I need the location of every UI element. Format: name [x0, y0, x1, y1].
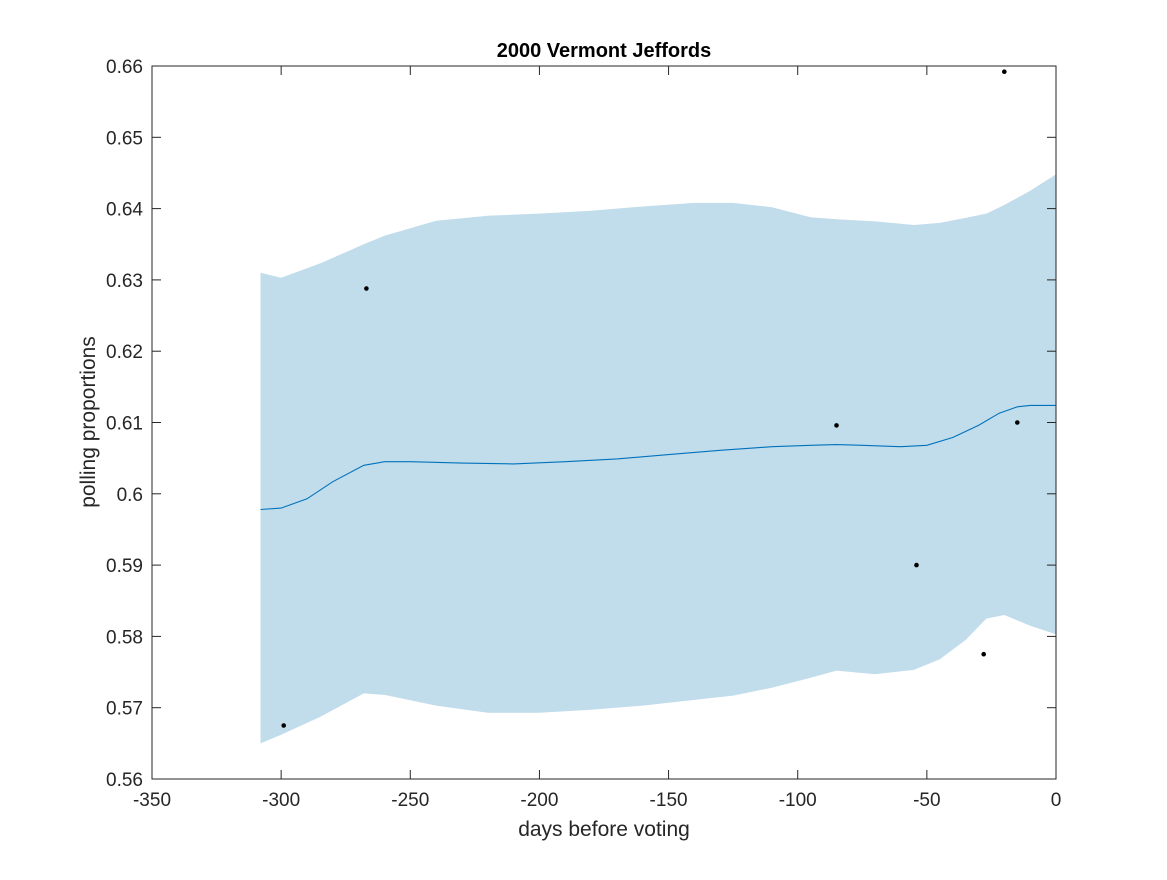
y-tick-label: 0.6: [117, 485, 143, 506]
y-tick-label: 0.66: [106, 57, 143, 78]
x-tick-label: -100: [779, 790, 817, 811]
y-tick-label: 0.56: [106, 770, 143, 791]
data-point: [981, 651, 986, 657]
y-tick-label: 0.57: [106, 699, 143, 720]
data-point: [281, 723, 287, 728]
x-tick-label: -50: [913, 790, 940, 811]
y-tick-label: 0.61: [106, 414, 143, 435]
x-tick-label: -350: [133, 790, 171, 811]
data-point: [364, 286, 369, 291]
data-point: [1002, 69, 1007, 74]
series-line-0: [260, 404, 1056, 511]
y-tick-label: 0.63: [106, 271, 143, 292]
x-axis-label: days before voting: [518, 818, 690, 841]
confidence-band: [260, 174, 1056, 744]
data-point: [1015, 420, 1020, 425]
y-tick-label: 0.58: [106, 627, 143, 648]
y-tick-label: 0.59: [106, 556, 143, 577]
y-axis-label: polling proportions: [77, 336, 100, 508]
x-tick-label: -250: [391, 790, 429, 811]
x-tick-label: -150: [650, 790, 688, 811]
x-tick-label: -300: [262, 790, 300, 811]
data-point: [914, 562, 919, 568]
plot-area: -350 -300 -250 -200 -150 -100 -50 0 0.56 0.57 0.58…: [106, 57, 1061, 811]
x-tick-label: -200: [520, 790, 558, 811]
y-tick-label: 0.64: [106, 200, 143, 221]
chart-title: 2000 Vermont Jeffords: [497, 40, 712, 62]
y-tick-label: 0.62: [106, 342, 143, 363]
x-tick-label: 0: [1051, 790, 1062, 811]
data-point: [834, 423, 839, 428]
y-tick-label: 0.65: [106, 128, 143, 149]
